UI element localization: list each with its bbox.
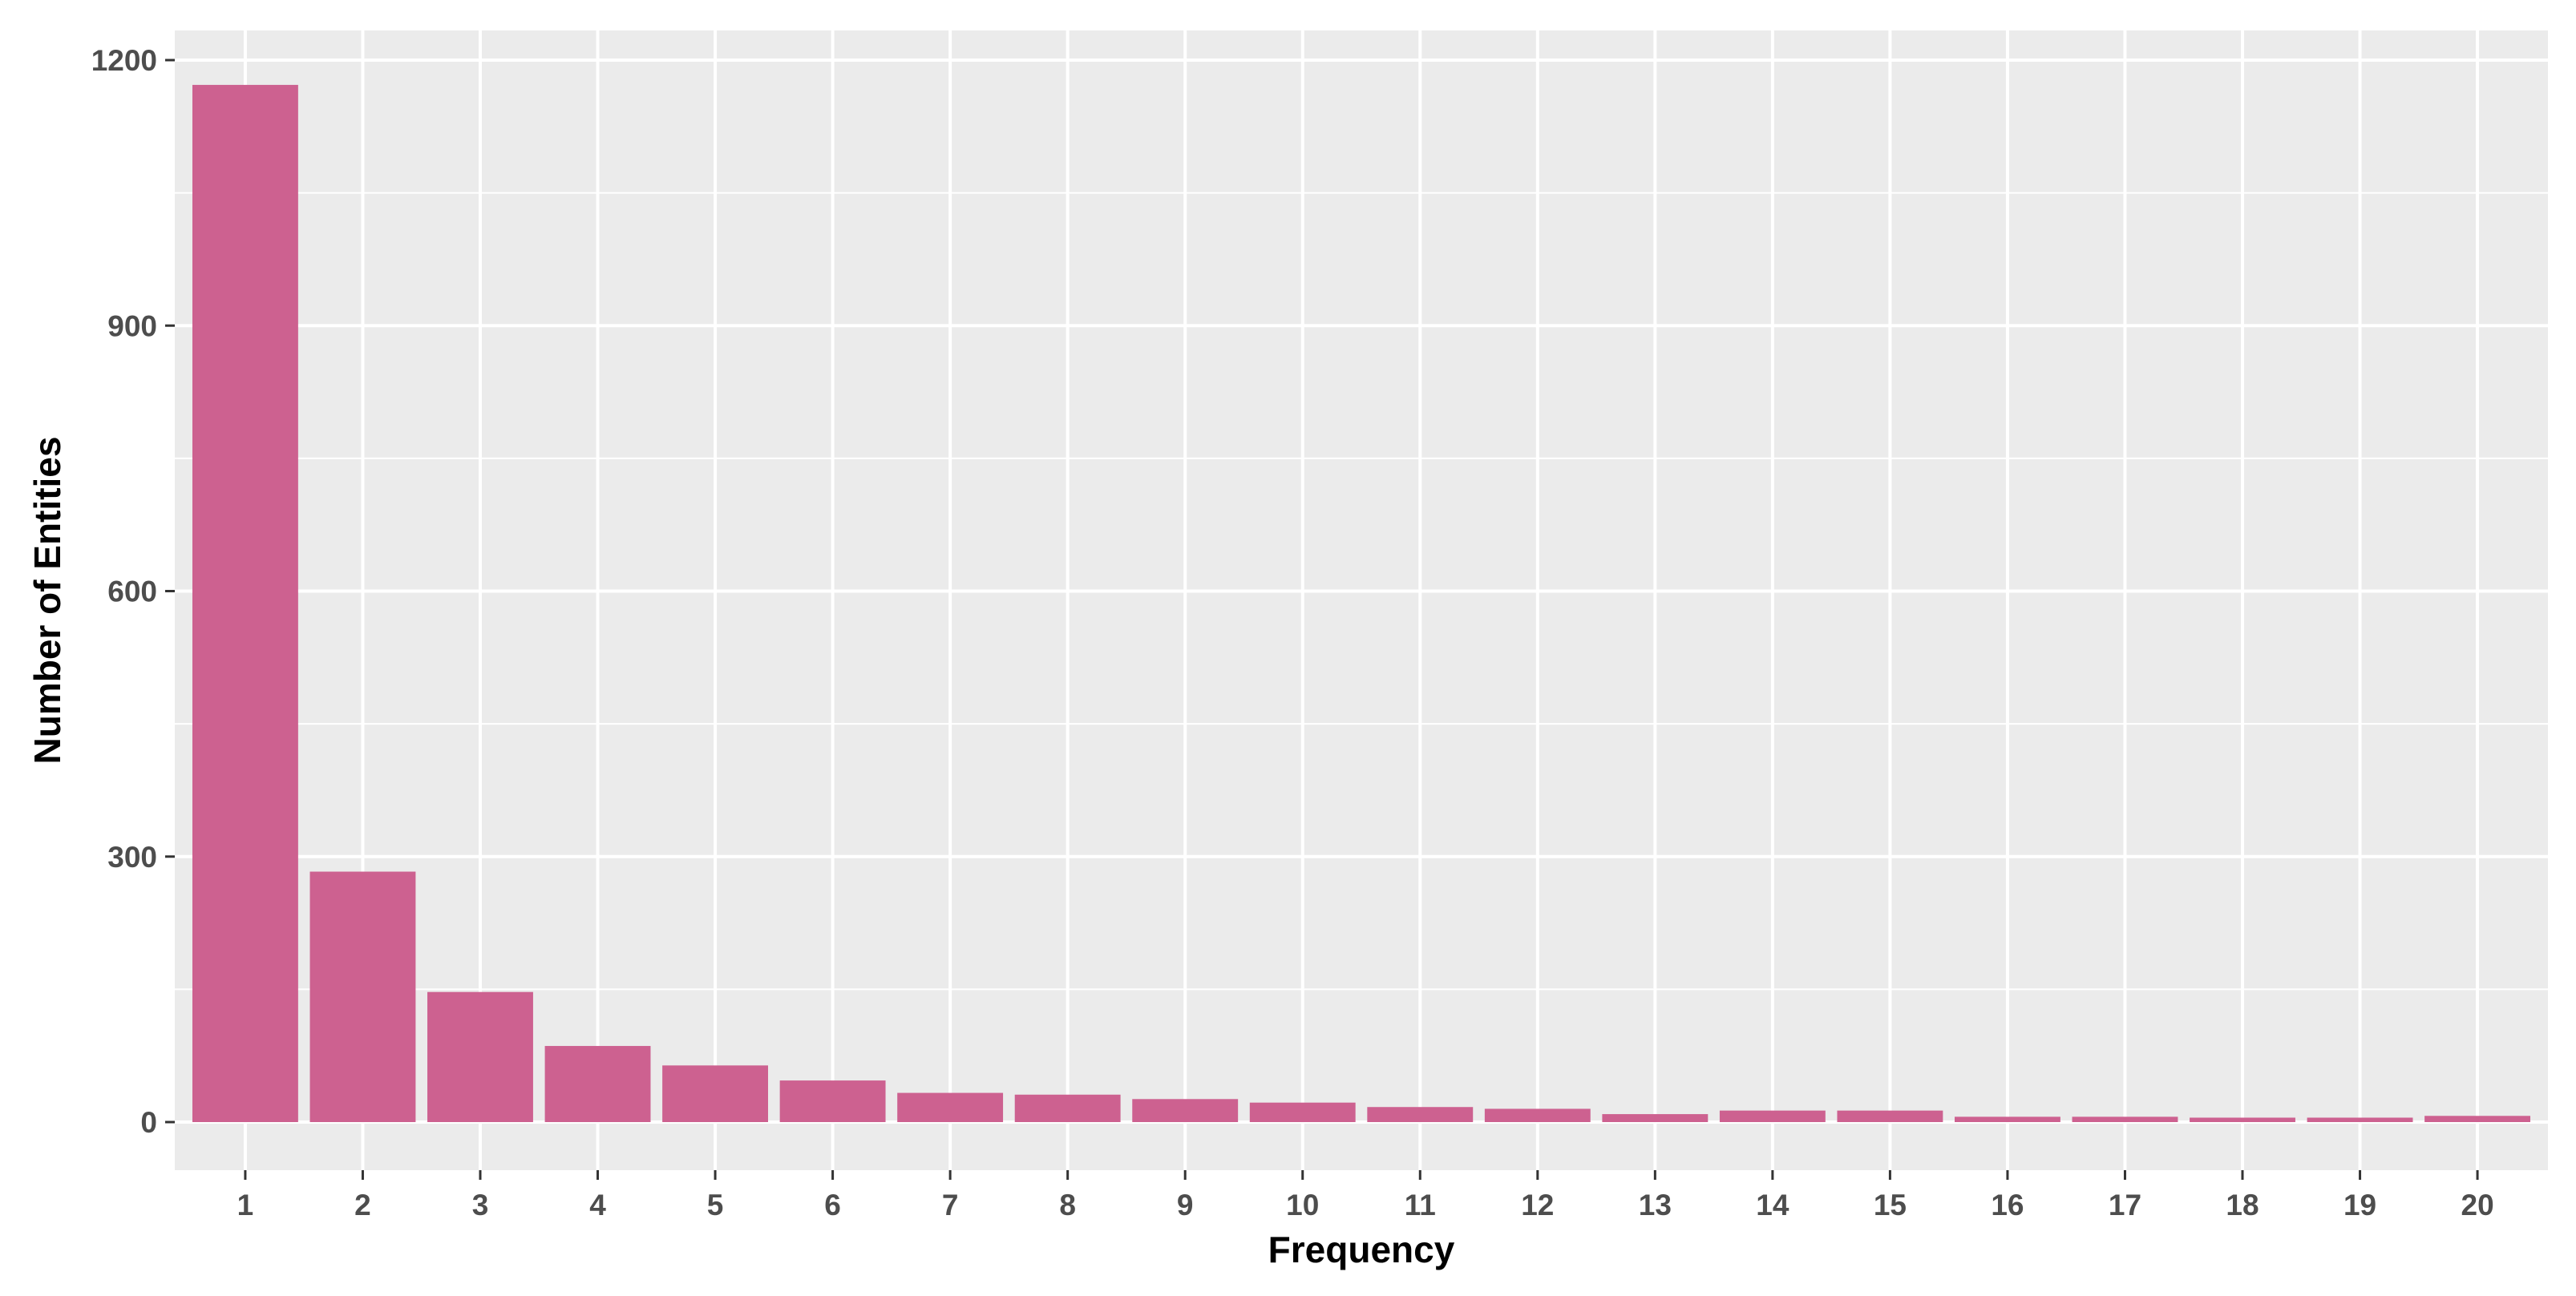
bar-3 — [427, 991, 533, 1122]
bars — [192, 84, 2531, 1123]
bar-16 — [1955, 1116, 2060, 1122]
y-axis-title: Number of Entities — [26, 437, 68, 765]
bar-12 — [1484, 1108, 1591, 1122]
y-tick-label: 600 — [107, 575, 157, 608]
x-tick-label: 10 — [1286, 1189, 1319, 1221]
bar-19 — [2307, 1117, 2413, 1122]
x-tick-label: 18 — [2226, 1189, 2259, 1221]
x-tick-label: 14 — [1756, 1189, 1789, 1221]
bar-13 — [1602, 1114, 1709, 1122]
x-axis: 1 2 3 4 5 6 7 8 9 10 11 12 13 14 15 16 17 18 19 20 — [237, 1170, 2494, 1221]
bar-17 — [2072, 1116, 2178, 1122]
bar-20 — [2424, 1116, 2531, 1122]
bar-14 — [1719, 1110, 1826, 1122]
bar-9 — [1132, 1099, 1239, 1122]
y-axis: 0 300 600 900 1200 — [91, 44, 175, 1139]
x-tick-label: 2 — [354, 1189, 371, 1221]
bar-18 — [2190, 1117, 2295, 1122]
plot-panel — [175, 30, 2548, 1170]
x-tick-label: 4 — [589, 1189, 606, 1221]
minor-gridlines — [175, 192, 2548, 991]
x-tick-label: 7 — [942, 1189, 959, 1221]
bar-4 — [544, 1046, 651, 1122]
x-tick-label: 20 — [2461, 1189, 2494, 1221]
x-tick-label: 8 — [1059, 1189, 1076, 1221]
x-tick-label: 15 — [1874, 1189, 1907, 1221]
x-tick-label: 3 — [472, 1189, 489, 1221]
bar-15 — [1837, 1110, 1943, 1122]
x-tick-label: 12 — [1521, 1189, 1554, 1221]
x-tick-label: 5 — [707, 1189, 724, 1221]
y-tick-label: 300 — [107, 841, 157, 874]
x-tick-label: 17 — [2109, 1189, 2141, 1221]
y-tick-label: 0 — [140, 1106, 157, 1139]
x-tick-label: 16 — [1991, 1189, 2024, 1221]
x-tick-label: 19 — [2343, 1189, 2376, 1221]
bar-11 — [1367, 1107, 1474, 1122]
bar-2 — [309, 871, 416, 1122]
x-axis-title: Frequency — [1268, 1229, 1455, 1270]
y-tick-label: 1200 — [91, 44, 157, 77]
x-tick-label: 11 — [1405, 1189, 1436, 1221]
bar-1 — [192, 84, 298, 1123]
bar-8 — [1014, 1094, 1121, 1122]
bar-7 — [897, 1092, 1004, 1122]
x-tick-label: 1 — [237, 1189, 254, 1221]
x-tick-label: 9 — [1177, 1189, 1194, 1221]
y-tick-label: 900 — [107, 309, 157, 342]
bar-10 — [1249, 1102, 1356, 1122]
x-tick-label: 6 — [824, 1189, 841, 1221]
x-tick-label: 13 — [1639, 1189, 1672, 1221]
bar-6 — [779, 1080, 886, 1122]
bar-5 — [662, 1065, 768, 1122]
